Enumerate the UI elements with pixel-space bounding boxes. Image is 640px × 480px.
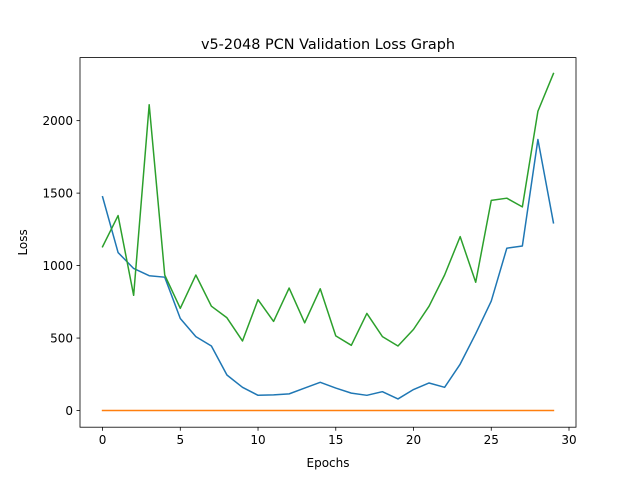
x-tick-label: 20: [406, 433, 421, 447]
plot-frame: [79, 57, 577, 428]
y-tick-label: 1500: [42, 186, 73, 200]
y-tick-label: 2000: [42, 114, 73, 128]
x-tick-label: 15: [328, 433, 343, 447]
x-axis-ticks: 0 5 10 15 20 25 30: [99, 427, 577, 447]
y-axis-label: Loss: [16, 229, 30, 255]
y-axis-ticks: 0 500 1000 1500 2000: [42, 114, 80, 418]
x-tick-label: 30: [561, 433, 576, 447]
x-tick-label: 5: [176, 433, 184, 447]
chart-title: v5-2048 PCN Validation Loss Graph: [201, 37, 455, 53]
x-tick-label: 0: [99, 433, 107, 447]
y-tick-label: 0: [65, 404, 73, 418]
x-axis-label: Epochs: [307, 456, 350, 470]
x-tick-label: 25: [484, 433, 499, 447]
y-tick-label: 500: [50, 331, 73, 345]
y-tick-label: 1000: [42, 259, 73, 273]
x-tick-label: 10: [250, 433, 265, 447]
series-line-green: [101, 72, 555, 347]
series-line-blue: [101, 138, 555, 400]
series-layer: [101, 72, 555, 412]
